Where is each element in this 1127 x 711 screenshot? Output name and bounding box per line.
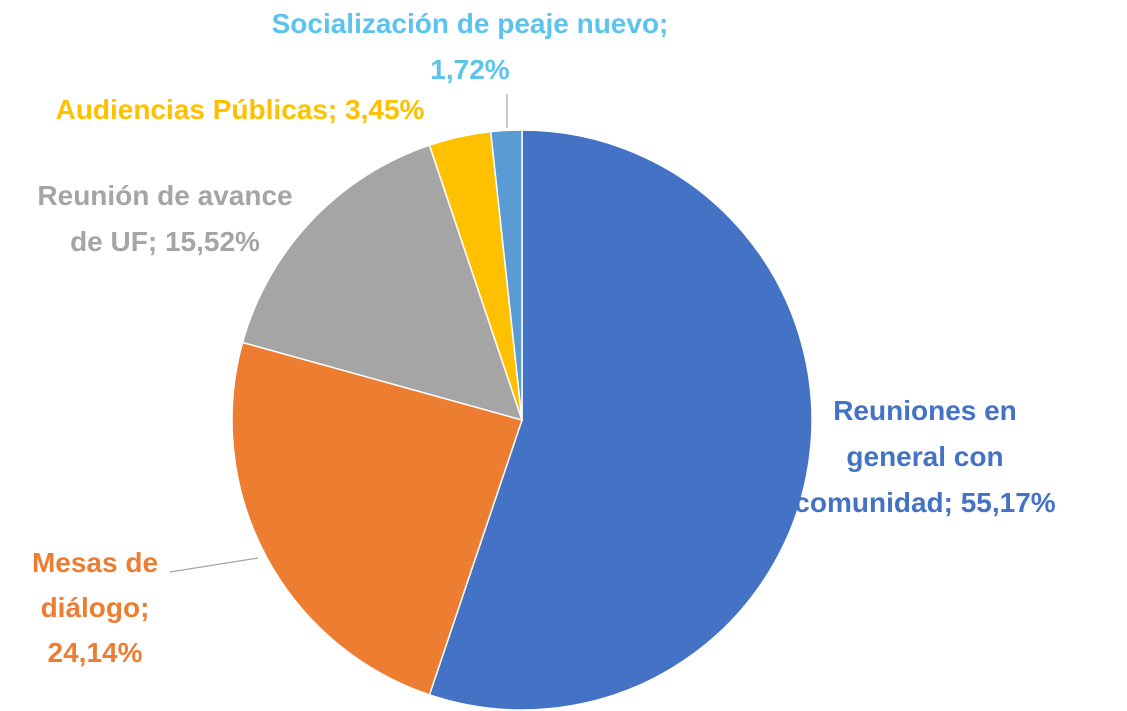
data-label: Reunión de avance de UF; 15,52% xyxy=(37,180,292,257)
data-label: Reuniones en general con comunidad; 55,17% xyxy=(794,395,1056,518)
pie-slice xyxy=(489,129,523,421)
leader-line xyxy=(169,557,259,573)
pie-slice xyxy=(428,129,813,711)
data-label: Socialización de peaje nuevo; 1,72% xyxy=(272,8,669,85)
data-label: Mesas de diálogo; 24,14% xyxy=(32,547,158,668)
pie-slice xyxy=(231,341,523,696)
data-label: Audiencias Públicas; 3,45% xyxy=(56,94,425,125)
